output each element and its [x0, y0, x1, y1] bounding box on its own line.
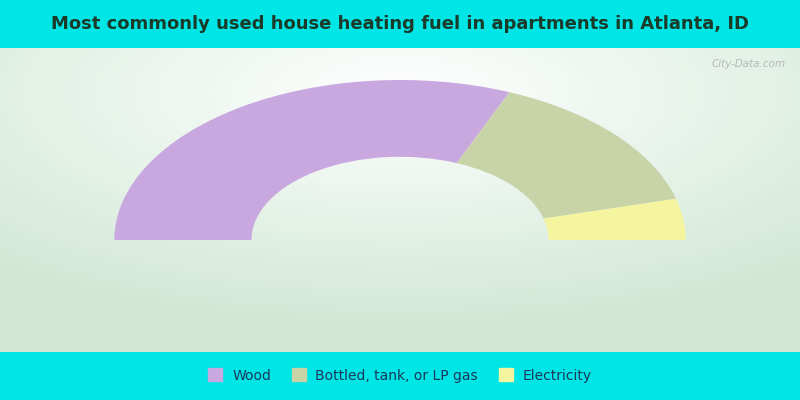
- Wedge shape: [457, 92, 676, 218]
- Wedge shape: [114, 80, 510, 240]
- Text: Most commonly used house heating fuel in apartments in Atlanta, ID: Most commonly used house heating fuel in…: [51, 15, 749, 33]
- Text: City-Data.com: City-Data.com: [711, 59, 786, 69]
- Wedge shape: [543, 199, 686, 240]
- Legend: Wood, Bottled, tank, or LP gas, Electricity: Wood, Bottled, tank, or LP gas, Electric…: [203, 364, 597, 388]
